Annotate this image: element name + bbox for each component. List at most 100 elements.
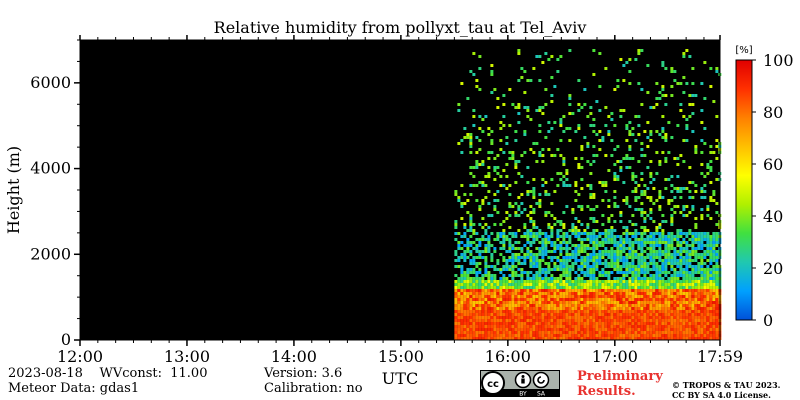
heatmap-cell <box>604 241 608 244</box>
heatmap-cell <box>658 193 662 196</box>
heatmap-cell <box>535 298 539 301</box>
heatmap-cell <box>580 307 584 310</box>
heatmap-cell <box>643 277 647 280</box>
heatmap-cell <box>514 337 518 340</box>
heatmap-cell <box>640 268 644 271</box>
heatmap-cell <box>709 334 713 337</box>
heatmap-cell <box>661 322 665 325</box>
heatmap-cell <box>643 286 647 289</box>
heatmap-cell <box>652 298 656 301</box>
heatmap-cell <box>667 199 671 202</box>
heatmap-cell <box>613 148 617 151</box>
heatmap-cell <box>700 277 704 280</box>
heatmap-cell <box>460 271 464 274</box>
heatmap-cell <box>502 295 506 298</box>
heatmap-cell <box>532 178 536 181</box>
heatmap-cell <box>550 319 554 322</box>
heatmap-cell <box>670 265 674 268</box>
heatmap-cell <box>505 307 509 310</box>
colorbar-tick-label: 20 <box>763 259 783 278</box>
heatmap-cell <box>694 241 698 244</box>
heatmap-cell <box>637 274 641 277</box>
heatmap-cell <box>469 172 473 175</box>
heatmap-cell <box>715 301 719 304</box>
heatmap-cell <box>469 139 473 142</box>
heatmap-cell <box>565 259 569 262</box>
heatmap-cell <box>682 214 686 217</box>
heatmap-cell <box>523 310 527 313</box>
heatmap-cell <box>460 283 464 286</box>
heatmap-cell <box>715 178 719 181</box>
heatmap-cell <box>700 304 704 307</box>
heatmap-cell <box>457 259 461 262</box>
heatmap-cell <box>523 286 527 289</box>
heatmap-cell <box>505 142 509 145</box>
heatmap-cell <box>676 322 680 325</box>
heatmap-cell <box>676 241 680 244</box>
heatmap-cell <box>571 325 575 328</box>
heatmap-cell <box>607 256 611 259</box>
heatmap-cell <box>496 235 500 238</box>
heatmap-cell <box>511 244 515 247</box>
heatmap-cell <box>505 259 509 262</box>
heatmap-cell <box>538 154 542 157</box>
heatmap-cell <box>658 304 662 307</box>
heatmap-cell <box>679 187 683 190</box>
heatmap-cell <box>514 253 518 256</box>
heatmap-cell <box>475 322 479 325</box>
heatmap-cell <box>601 232 605 235</box>
heatmap-cell <box>607 301 611 304</box>
heatmap-cell <box>634 319 638 322</box>
heatmap-cell <box>493 265 497 268</box>
heatmap-cell <box>691 94 695 97</box>
heatmap-cell <box>709 280 713 283</box>
heatmap-cell <box>526 79 530 82</box>
heatmap-cell <box>532 262 536 265</box>
heatmap-cell <box>694 304 698 307</box>
heatmap-cell <box>559 244 563 247</box>
heatmap-cell <box>625 310 629 313</box>
heatmap-cell <box>625 256 629 259</box>
heatmap-cell <box>586 238 590 241</box>
heatmap-cell <box>508 205 512 208</box>
heatmap-cell <box>544 214 548 217</box>
heatmap-cell <box>664 286 668 289</box>
heatmap-cell <box>526 283 530 286</box>
heatmap-cell <box>574 304 578 307</box>
heatmap-cell <box>697 322 701 325</box>
heatmap-cell <box>709 268 713 271</box>
heatmap-cell <box>709 283 713 286</box>
heatmap-cell <box>571 280 575 283</box>
heatmap-cell <box>583 286 587 289</box>
heatmap-cell <box>664 301 668 304</box>
heatmap-cell <box>547 283 551 286</box>
heatmap-cell <box>538 277 542 280</box>
heatmap-cell <box>502 277 506 280</box>
heatmap-cell <box>532 235 536 238</box>
heatmap-cell <box>646 247 650 250</box>
heatmap-cell <box>592 310 596 313</box>
heatmap-cell <box>469 133 473 136</box>
heatmap-cell <box>475 334 479 337</box>
heatmap-cell <box>550 241 554 244</box>
heatmap-cell <box>592 262 596 265</box>
heatmap-cell <box>634 187 638 190</box>
heatmap-cell <box>649 133 653 136</box>
heatmap-cell <box>628 277 632 280</box>
heatmap-cell <box>499 313 503 316</box>
heatmap-cell <box>619 58 623 61</box>
heatmap-cell <box>505 337 509 340</box>
heatmap-cell <box>529 271 533 274</box>
heatmap-cell <box>529 229 533 232</box>
heatmap-cell <box>535 160 539 163</box>
heatmap-cell <box>622 316 626 319</box>
heatmap-cell <box>535 292 539 295</box>
heatmap-cell <box>601 331 605 334</box>
heatmap-cell <box>535 142 539 145</box>
heatmap-cell <box>619 169 623 172</box>
x-axis-label: UTC <box>382 369 418 388</box>
heatmap-cell <box>460 322 464 325</box>
heatmap-cell <box>493 322 497 325</box>
heatmap-cell <box>685 247 689 250</box>
heatmap-cell <box>673 277 677 280</box>
